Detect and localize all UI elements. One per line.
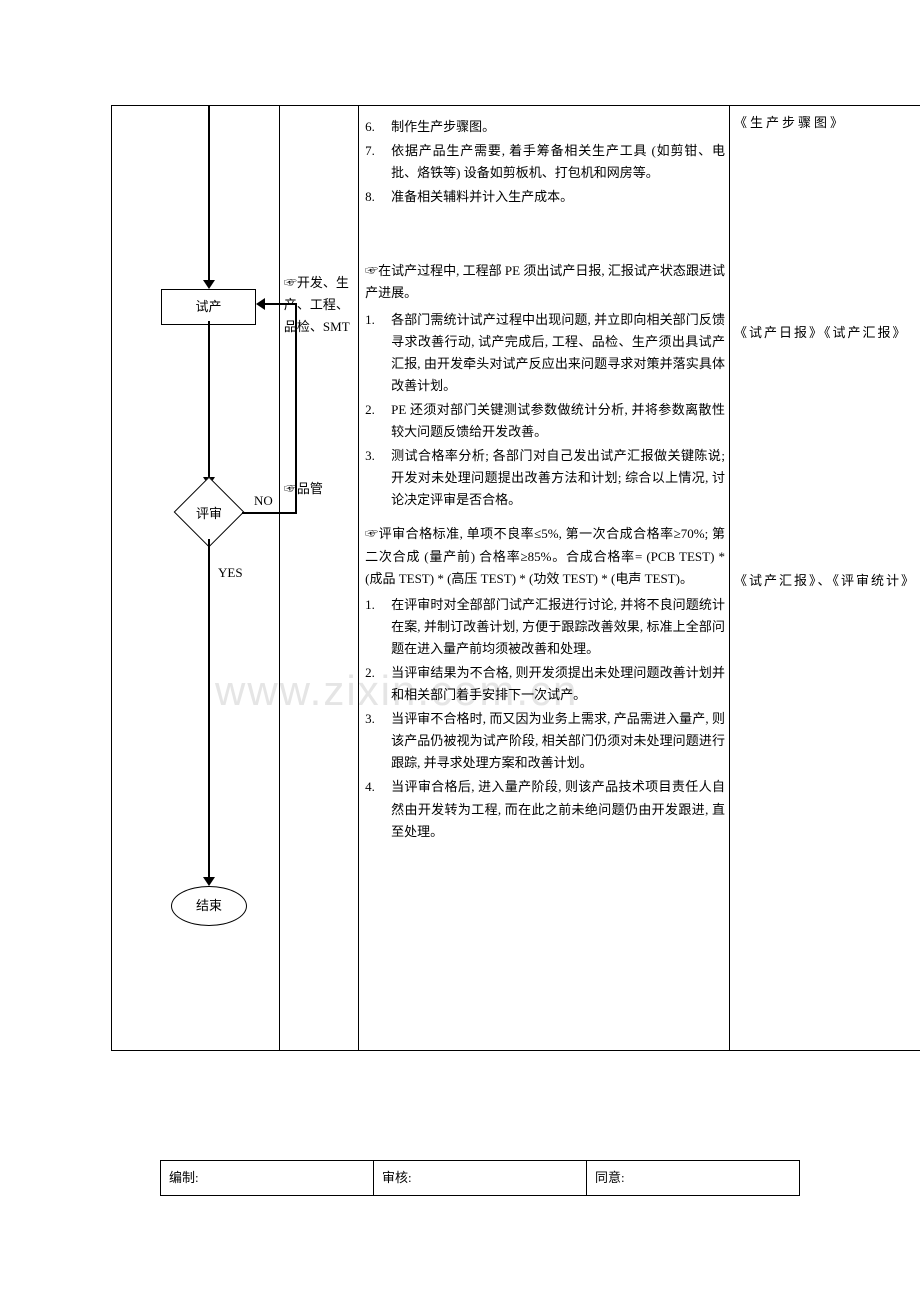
department-cell: ☞开发、生产、工程、品检、SMT ☞品管 <box>279 106 358 1051</box>
signoff-prepared: 编制: <box>161 1161 374 1196</box>
flow-line <box>208 539 210 884</box>
flowchart-diamond-review: 评审 <box>174 487 244 537</box>
list-item: 4.当评审合格后, 进入量产阶段, 则该产品技术项目责任人自然由开发转为工程, … <box>363 776 725 842</box>
flow-line <box>264 303 296 305</box>
flowchart-terminator-end: 结束 <box>171 886 247 926</box>
top-list: 6.制作生产步骤图。 7.依据产品生产需要, 着手筹备相关生产工具 (如剪钳、电… <box>363 116 725 208</box>
flowchart-box-trial: 试产 <box>161 289 256 325</box>
desc-top-section: 6.制作生产步骤图。 7.依据产品生产需要, 着手筹备相关生产工具 (如剪钳、电… <box>363 116 725 208</box>
ref-review: 《试产汇报》、《评审统计》 <box>734 570 916 592</box>
flow-line <box>295 303 297 513</box>
label-no: NO <box>254 490 273 512</box>
flowchart-cell: 试产 评审 NO <box>112 106 280 1051</box>
arrow-down-icon <box>203 280 215 289</box>
desc-review-section: ☞评审合格标准, 单项不良率≤5%, 第一次合成合格率≥70%; 第二次合成 (… <box>363 523 725 842</box>
list-item: 3.测试合格率分析; 各部门对自己发出试产汇报做关键陈说; 开发对未处理问题提出… <box>363 445 725 511</box>
trial-list: 1.各部门需统计试产过程中出现问题, 并立即向相关部门反馈寻求改善行动, 试产完… <box>363 309 725 512</box>
ref-trial: 《试产日报》《试产汇报》 <box>734 322 916 344</box>
ref-top: 《生产步骤图》 <box>734 112 916 134</box>
diamond-label: 评审 <box>174 503 244 525</box>
review-intro: ☞评审合格标准, 单项不良率≤5%, 第一次合成合格率≥70%; 第二次合成 (… <box>363 523 725 589</box>
list-item: 2.PE 还须对部门关键测试参数做统计分析, 并将参数离散性较大问题反馈给开发改… <box>363 399 725 443</box>
description-cell: 6.制作生产步骤图。 7.依据产品生产需要, 着手筹备相关生产工具 (如剪钳、电… <box>359 106 730 1051</box>
flow-line <box>242 512 297 514</box>
signoff-table: 编制: 审核: 同意: <box>160 1160 800 1196</box>
flow-line <box>208 321 210 485</box>
label-yes: YES <box>218 562 243 584</box>
arrow-down-icon <box>203 877 215 886</box>
trial-intro: ☞在试产过程中, 工程部 PE 须出试产日报, 汇报试产状态跟进试产进展。 <box>363 260 725 304</box>
main-content-table: 试产 评审 NO <box>111 105 920 1051</box>
list-item: 1.在评审时对全部部门试产汇报进行讨论, 并将不良问题统计在案, 并制订改善计划… <box>363 594 725 660</box>
desc-trial-section: ☞在试产过程中, 工程部 PE 须出试产日报, 汇报试产状态跟进试产进展。 1.… <box>363 260 725 511</box>
list-item: 1.各部门需统计试产过程中出现问题, 并立即向相关部门反馈寻求改善行动, 试产完… <box>363 309 725 397</box>
flowchart-container: 试产 评审 NO <box>116 112 275 1044</box>
terminator-label: 结束 <box>196 898 222 913</box>
list-item: 2.当评审结果为不合格, 则开发须提出未处理问题改善计划并和相关部门着手安排下一… <box>363 662 725 706</box>
reference-cell: 《生产步骤图》 《试产日报》《试产汇报》 《试产汇报》、《评审统计》 <box>729 106 920 1051</box>
list-item: 8.准备相关辅料并计入生产成本。 <box>363 186 725 208</box>
list-item: 7.依据产品生产需要, 着手筹备相关生产工具 (如剪钳、电批、烙铁等) 设备如剪… <box>363 140 725 184</box>
signoff-reviewed: 审核: <box>374 1161 587 1196</box>
signoff-approved: 同意: <box>587 1161 800 1196</box>
review-list: 1.在评审时对全部部门试产汇报进行讨论, 并将不良问题统计在案, 并制订改善计划… <box>363 594 725 843</box>
list-item: 3.当评审不合格时, 而又因为业务上需求, 产品需进入量产, 则该产品仍被视为试… <box>363 708 725 774</box>
flow-line <box>208 106 210 286</box>
list-item: 6.制作生产步骤图。 <box>363 116 725 138</box>
box-label: 试产 <box>195 299 221 314</box>
